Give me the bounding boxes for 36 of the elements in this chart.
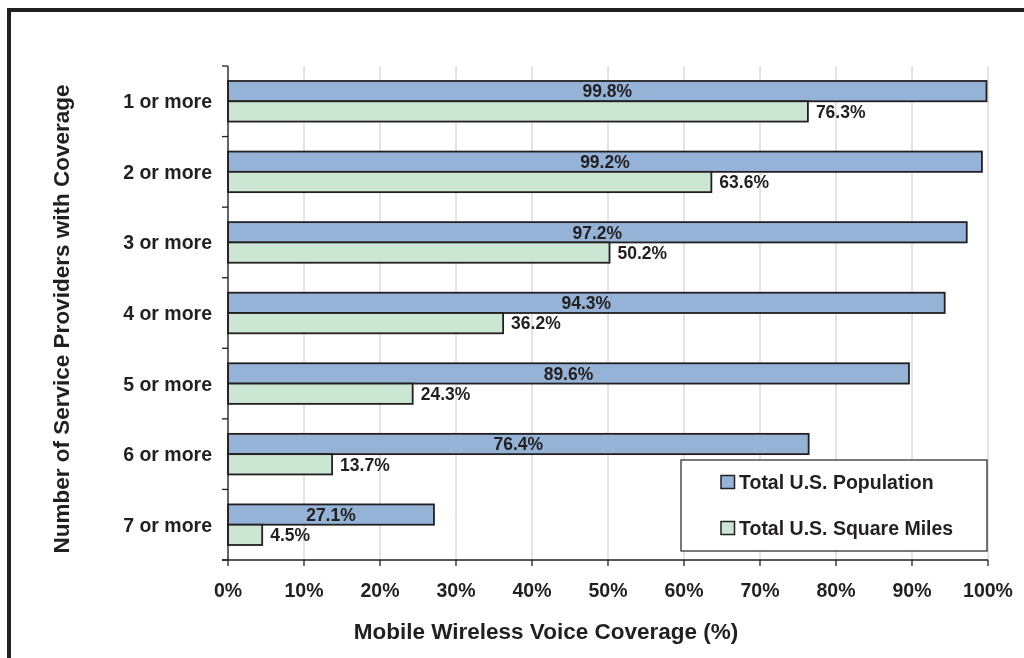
x-tick-label: 60%: [664, 579, 704, 601]
data-label: 63.6%: [719, 172, 770, 193]
y-tick-label: 7 or more: [123, 513, 213, 536]
legend-label: Total U.S. Square Miles: [739, 517, 954, 540]
x-tick-label: 10%: [284, 579, 324, 601]
x-tick-label: 80%: [816, 579, 856, 601]
legend-label: Total U.S. Population: [739, 471, 934, 494]
data-label: 99.8%: [582, 81, 633, 102]
x-tick-label: 90%: [892, 579, 932, 601]
data-label: 99.2%: [580, 152, 631, 173]
x-tick-label: 50%: [588, 579, 628, 601]
y-tick-label: 2 or more: [123, 160, 213, 183]
x-tick-label: 70%: [740, 579, 780, 601]
x-tick-label: 40%: [512, 579, 552, 601]
x-tick-label: 20%: [360, 579, 400, 601]
data-label: 97.2%: [572, 222, 623, 243]
y-tick-label: 6 or more: [123, 443, 213, 466]
y-tick-label: 4 or more: [123, 302, 213, 325]
data-label: 76.3%: [815, 101, 866, 122]
y-axis-title: Number of Service Providers with Coverage: [49, 84, 74, 554]
y-tick-label: 1 or more: [123, 90, 213, 113]
data-label: 50.2%: [617, 242, 668, 263]
x-axis-title: Mobile Wireless Voice Coverage (%): [353, 619, 739, 644]
data-label: 89.6%: [543, 363, 594, 384]
data-label: 24.3%: [420, 384, 471, 405]
x-tick-label: 30%: [436, 579, 476, 601]
data-label: 36.2%: [511, 313, 562, 334]
data-label: 94.3%: [561, 293, 612, 314]
data-label: 4.5%: [270, 525, 311, 546]
x-tick-label: 100%: [963, 579, 1013, 601]
y-tick-label: 5 or more: [123, 372, 213, 395]
x-tick-label: 0%: [213, 579, 243, 601]
data-label: 27.1%: [306, 504, 357, 525]
data-label: 13.7%: [340, 454, 391, 475]
data-label: 76.4%: [493, 434, 544, 455]
y-tick-label: 3 or more: [123, 231, 213, 254]
